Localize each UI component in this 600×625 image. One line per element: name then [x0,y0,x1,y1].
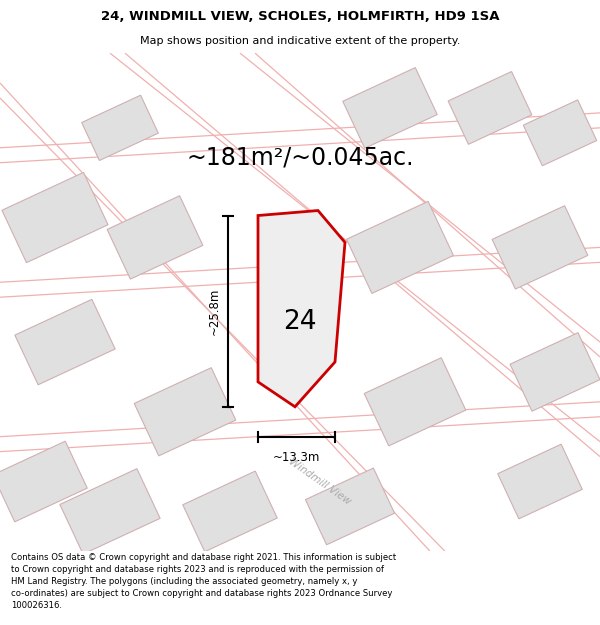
Polygon shape [448,71,532,144]
Polygon shape [183,471,277,552]
Polygon shape [0,441,87,522]
Text: Contains OS data © Crown copyright and database right 2021. This information is : Contains OS data © Crown copyright and d… [11,554,396,609]
Text: ~181m²/~0.045ac.: ~181m²/~0.045ac. [186,146,414,170]
Polygon shape [347,201,454,293]
Polygon shape [510,332,600,411]
Text: ~25.8m: ~25.8m [208,288,221,335]
Polygon shape [60,469,160,554]
Text: ~13.3m: ~13.3m [273,451,320,464]
Text: Map shows position and indicative extent of the property.: Map shows position and indicative extent… [140,36,460,46]
Text: 24, WINDMILL VIEW, SCHOLES, HOLMFIRTH, HD9 1SA: 24, WINDMILL VIEW, SCHOLES, HOLMFIRTH, H… [101,9,499,22]
Polygon shape [523,100,596,166]
Polygon shape [134,368,236,456]
Polygon shape [258,211,345,407]
Polygon shape [343,68,437,148]
Polygon shape [364,357,466,446]
Polygon shape [498,444,582,519]
Polygon shape [15,299,115,385]
Text: Windmill View: Windmill View [287,456,353,507]
Polygon shape [305,468,395,545]
Polygon shape [2,173,108,262]
Polygon shape [107,196,203,279]
Polygon shape [82,95,158,161]
Polygon shape [492,206,588,289]
Text: 24: 24 [283,309,317,335]
